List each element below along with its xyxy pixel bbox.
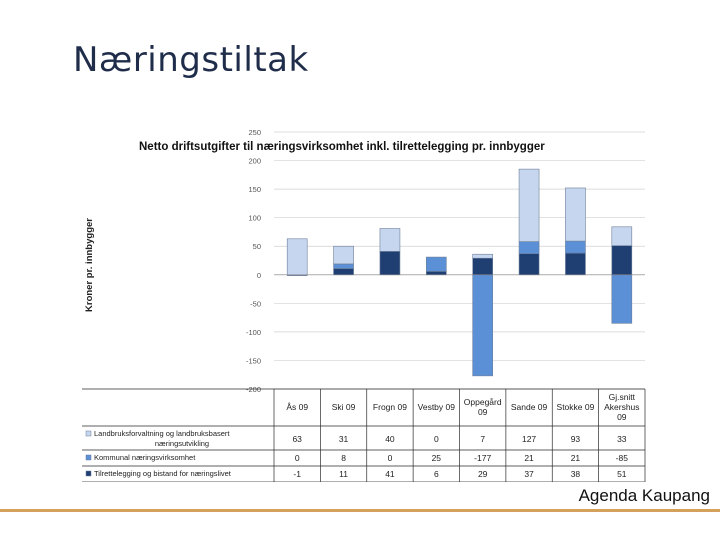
category-label: Ås 09 [286,402,308,412]
bar-segment [565,187,586,242]
bar-segment [472,274,493,377]
data-value-label: 93 [571,434,581,444]
bar-segment [611,245,633,276]
legend-label: Tilrettelegging og bistand for næringsli… [94,469,232,478]
chart-panel: 250 200 150 100 50 0 -50 -100 -150 -200 Kroner pr.… [82,125,647,482]
y-axis-label: Kroner pr. innbygger [84,218,95,312]
y-tick-label: -200 [246,385,261,394]
bar-segment [333,263,354,269]
bar-segment [565,252,586,276]
data-value-label: 0 [388,453,393,463]
category-label: 09 [617,412,627,422]
bar-segment [286,238,308,276]
category-label: Gj.snitt [609,392,636,402]
slide-title: Næringstiltak [73,40,309,80]
bar-segment [333,245,354,265]
data-value-label: 21 [524,453,534,463]
category-label: Oppegård [464,397,502,407]
bar-segment [611,226,633,246]
bar-segment [379,251,401,276]
data-value-label: 41 [385,469,395,479]
y-tick-label: 100 [248,214,261,223]
data-value-label: 0 [295,453,300,463]
data-value-label: 38 [571,469,581,479]
bar-segment [426,271,447,276]
data-value-label: 63 [292,434,302,444]
chart-title: Netto driftsutgifter til næringsvirksomh… [139,141,545,153]
brand-label: Agenda Kaupang [578,486,710,505]
legend-swatch [85,454,92,461]
bar-segment [611,274,633,324]
legend-label: Kommunal næringsvirksomhet [94,453,196,462]
data-value-label: -85 [616,453,629,463]
category-label: Stokke 09 [557,402,595,412]
data-value-label: -177 [474,453,491,463]
data-value-label: 40 [385,434,395,444]
bar-segment [472,257,493,276]
category-label: 09 [478,407,488,417]
bar-segment [518,241,540,254]
bar-segment [379,228,401,252]
bar-segment [518,168,540,242]
y-tick-label: 0 [257,271,261,280]
data-value-label: 21 [571,453,581,463]
bar-segment [426,256,447,272]
data-value-label: 25 [432,453,442,463]
y-tick-label: 50 [253,242,261,251]
y-tick-label: 200 [248,157,261,166]
data-value-label: 29 [478,469,488,479]
category-label: Vestby 09 [418,402,456,412]
data-value-label: 33 [617,434,627,444]
data-value-label: 7 [480,434,485,444]
bar-segment [472,253,493,259]
y-tick-label: 150 [248,185,261,194]
y-tick-label: -100 [246,328,261,337]
bar-segment [565,240,586,254]
category-label: Akershus [604,402,639,412]
legend-swatch [85,430,92,437]
data-value-label: 37 [524,469,534,479]
category-label: Ski 09 [332,402,356,412]
data-value-label: 31 [339,434,349,444]
y-tick-label: -150 [246,356,261,365]
legend-swatch [85,470,92,477]
data-value-label: 127 [522,434,536,444]
data-value-label: -1 [293,469,301,479]
bar-segment [333,268,354,276]
data-value-label: 51 [617,469,627,479]
category-label: Sande 09 [511,402,548,412]
data-value-label: 0 [434,434,439,444]
bar-segment [518,253,540,276]
footer-rule [0,509,720,512]
data-value-label: 11 [339,469,348,479]
data-value-label: 6 [434,469,439,479]
y-tick-label: 250 [248,128,261,137]
data-value-label: 8 [341,453,346,463]
legend-label: Landbruksforvaltning og landbruksbasert [94,429,230,438]
y-tick-label: -50 [250,299,261,308]
category-label: Frogn 09 [373,402,407,412]
legend-label: næringsutvikling [155,439,209,448]
